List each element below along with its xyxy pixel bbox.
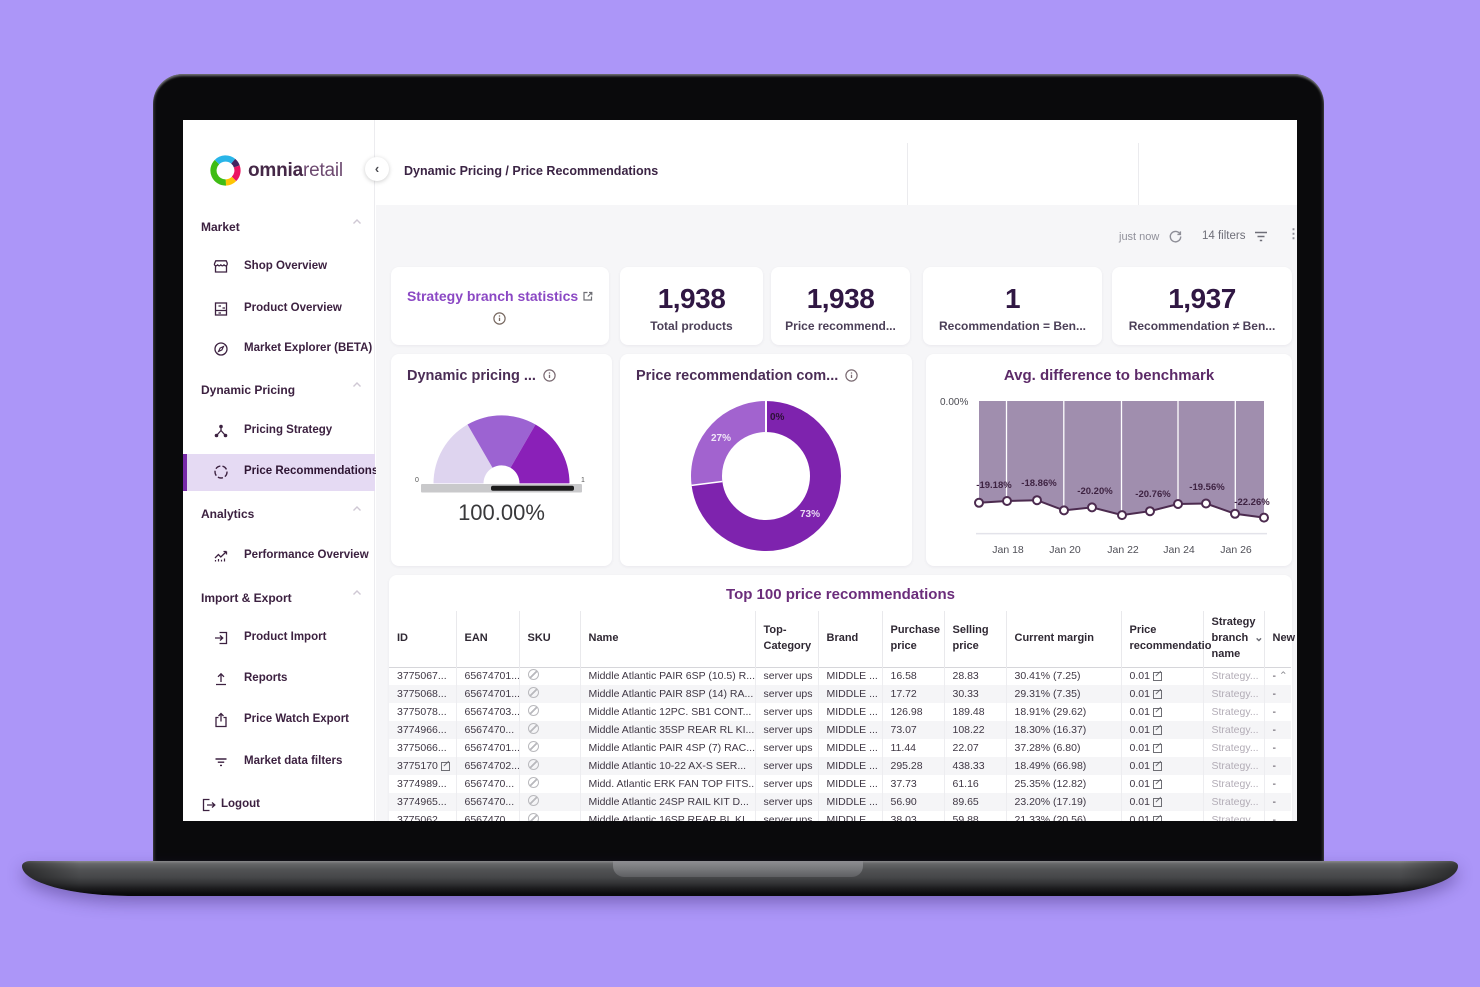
svg-text:-19.56%: -19.56% (1189, 482, 1225, 493)
svg-text:100.00%: 100.00% (458, 500, 545, 525)
svg-text:-20.20%: -20.20% (1077, 486, 1113, 497)
svg-text:Jan 22: Jan 22 (1107, 544, 1139, 556)
svg-text:Jan 26: Jan 26 (1220, 544, 1252, 556)
svg-text:Jan 20: Jan 20 (1049, 544, 1081, 556)
svg-text:-18.86%: -18.86% (1021, 478, 1057, 489)
svg-text:Jan 18: Jan 18 (992, 544, 1024, 556)
svg-text:0.00%: 0.00% (940, 397, 968, 408)
svg-text:0%: 0% (770, 412, 785, 423)
svg-text:73%: 73% (800, 509, 820, 520)
svg-text:27%: 27% (711, 433, 731, 444)
svg-text:Jan 24: Jan 24 (1163, 544, 1195, 556)
svg-text:1: 1 (581, 477, 585, 484)
svg-text:-22.26%: -22.26% (1234, 497, 1270, 508)
svg-text:-19.18%: -19.18% (976, 480, 1012, 491)
svg-text:0: 0 (415, 477, 419, 484)
svg-text:-20.76%: -20.76% (1135, 489, 1171, 500)
